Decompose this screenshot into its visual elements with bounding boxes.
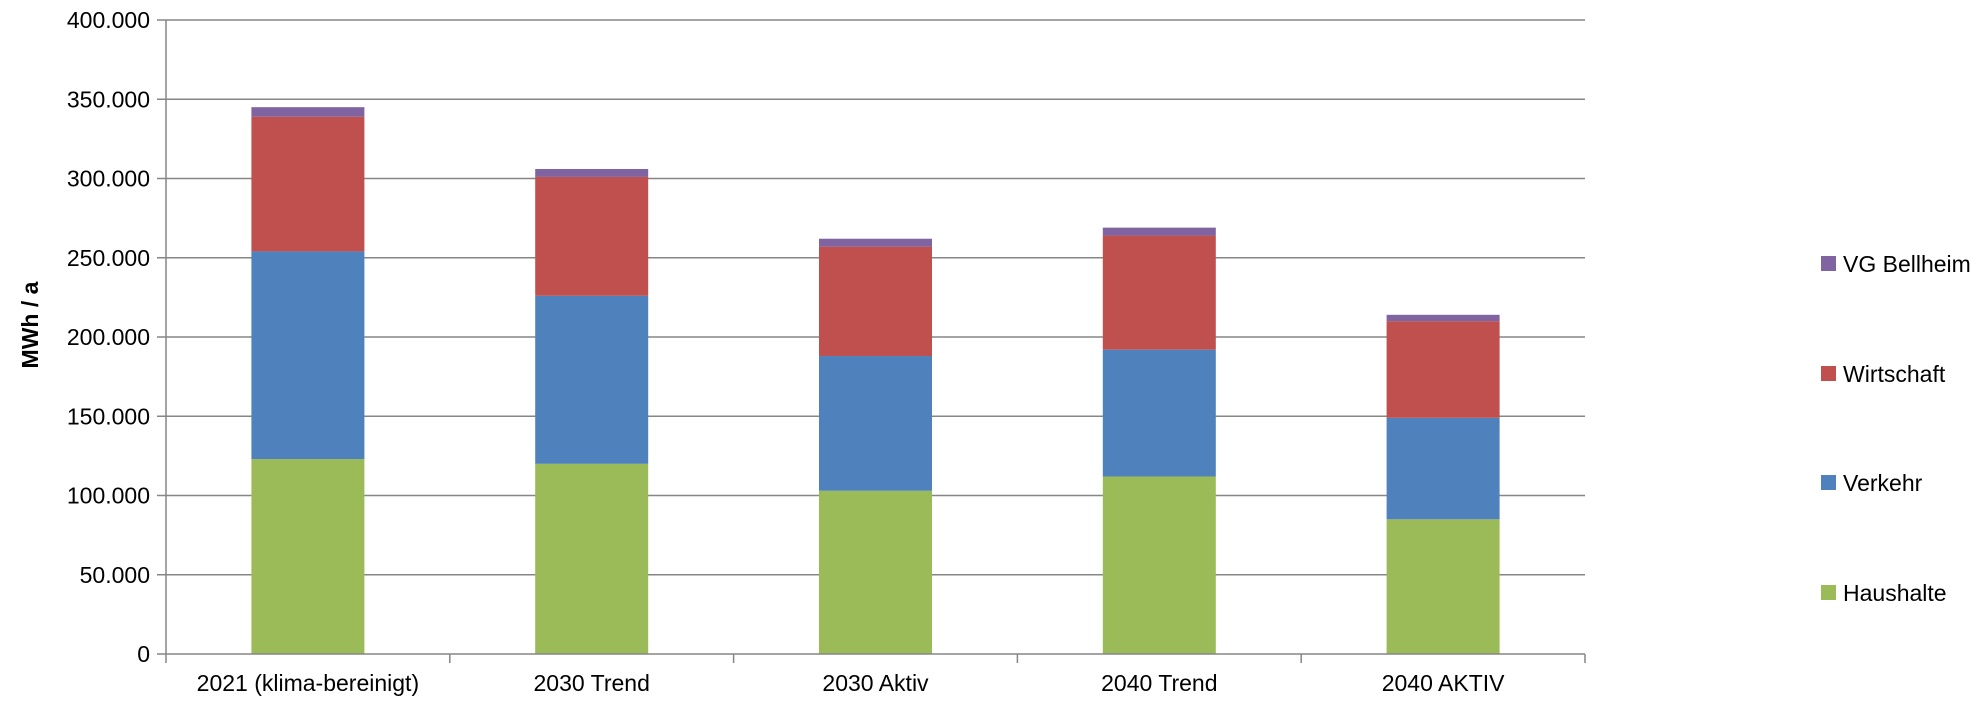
legend-swatch [1821, 256, 1836, 271]
bar-segment-vg-bellheim [1386, 314, 1500, 322]
bar-segment-verkehr [535, 295, 649, 464]
y-tick-label: 150.000 [67, 403, 150, 429]
bars [251, 107, 1500, 654]
legend-label: VG Bellheim [1843, 251, 1971, 277]
bar-segment-verkehr [1102, 349, 1216, 477]
bar-segment-haushalte [1386, 519, 1500, 654]
x-tick-label: 2021 (klima-bereinigt) [197, 670, 419, 696]
legend-item: VG Bellheim [1821, 251, 1971, 277]
y-tick-labels: 0 50.000 100.000 150.000 200.000 250.000 300.0… [67, 7, 150, 667]
bar-segment-wirtschaft [251, 116, 365, 252]
legend-label: Haushalte [1843, 580, 1947, 606]
bar-segment-wirtschaft [819, 246, 932, 357]
bar-segment-haushalte [1102, 476, 1216, 654]
x-tick-label: 2040 AKTIV [1382, 670, 1505, 696]
legend-swatch [1821, 366, 1836, 381]
legend-item: Verkehr [1821, 470, 1923, 496]
legend: VG Bellheim Wirtschaft Verkehr Haushalte [1821, 251, 1971, 606]
legend-label: Verkehr [1843, 470, 1923, 496]
bar-segment-vg-bellheim [251, 107, 365, 117]
legend-item: Haushalte [1821, 580, 1947, 606]
y-tick-label: 300.000 [67, 166, 150, 192]
legend-swatch [1821, 475, 1836, 490]
bar-segment-haushalte [819, 490, 932, 654]
y-tick-label: 50.000 [80, 562, 150, 588]
bar-segment-verkehr [251, 251, 365, 460]
x-tick-label: 2040 Trend [1101, 670, 1217, 696]
bar-segment-vg-bellheim [535, 168, 649, 177]
x-tick-labels: 2021 (klima-bereinigt) 2030 Trend 2030 Akt… [197, 670, 1505, 696]
y-tick-label: 200.000 [67, 324, 150, 350]
bar-segment-verkehr [819, 356, 932, 491]
y-tick-label: 250.000 [67, 245, 150, 271]
bar-segment-vg-bellheim [1102, 227, 1216, 236]
legend-swatch [1821, 585, 1836, 600]
bar-segment-verkehr [1386, 417, 1500, 520]
x-tick-label: 2030 Trend [534, 670, 650, 696]
y-axis-title: MWh / a [17, 281, 43, 368]
y-tick-label: 350.000 [67, 86, 150, 112]
bar-segment-haushalte [535, 463, 649, 654]
y-tick-label: 100.000 [67, 483, 150, 509]
bar-segment-wirtschaft [1102, 235, 1216, 350]
bar-segment-vg-bellheim [819, 238, 932, 247]
axes [157, 19, 1586, 663]
y-tick-label: 400.000 [67, 7, 150, 33]
legend-item: Wirtschaft [1821, 361, 1946, 387]
bar-segment-wirtschaft [1386, 321, 1500, 418]
bar-segment-haushalte [251, 459, 365, 654]
x-tick-label: 2030 Aktiv [822, 670, 929, 696]
bar-segment-wirtschaft [535, 176, 649, 296]
y-tick-label: 0 [137, 641, 150, 667]
legend-label: Wirtschaft [1843, 361, 1946, 387]
